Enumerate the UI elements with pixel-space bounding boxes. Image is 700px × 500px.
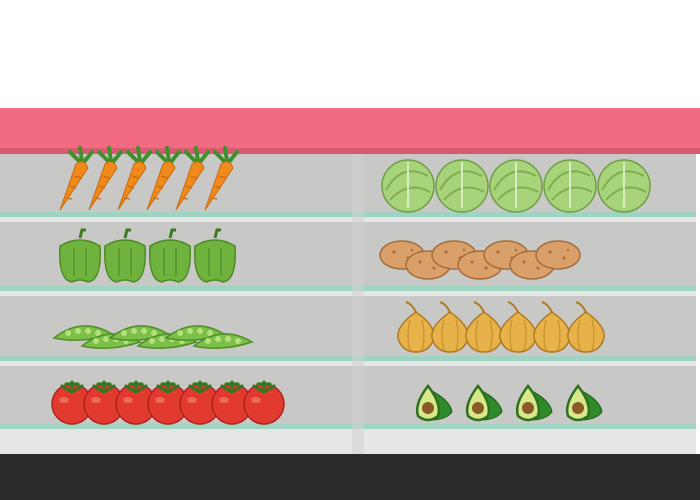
- shelf-lip-2: [0, 291, 700, 296]
- cabbage-icon: [381, 159, 435, 213]
- shelf-edge-2: [0, 286, 700, 291]
- bell-pepper-icon: [104, 228, 146, 283]
- tomato-icon: [51, 380, 93, 425]
- shelf-banner: [0, 108, 700, 152]
- right-edge: [696, 154, 700, 454]
- shelf-edge-4: [0, 424, 700, 429]
- bell-pepper-icon: [149, 228, 191, 283]
- center-divider: [352, 154, 364, 454]
- cabbage-icon: [489, 159, 543, 213]
- onion-icon: [567, 301, 605, 353]
- avocado-icon: [565, 383, 603, 422]
- avocado-icon: [515, 383, 553, 422]
- avocado-icon: [415, 383, 453, 422]
- carrot-icon: [117, 146, 152, 211]
- carrot-icon: [204, 146, 239, 211]
- cabbage-icon: [435, 159, 489, 213]
- cabbage-icon: [543, 159, 597, 213]
- shelf-lip-1: [0, 217, 700, 222]
- shelf-edge-3: [0, 356, 700, 361]
- tomato-icon: [243, 380, 285, 425]
- onion-icon: [499, 301, 537, 353]
- shelf-lip-4: [0, 429, 700, 454]
- tomato-icon: [179, 380, 221, 425]
- carrot-icon: [146, 146, 181, 211]
- floor: [0, 454, 700, 500]
- potato-icon: [535, 240, 581, 270]
- cabbage-icon: [597, 159, 651, 213]
- bell-pepper-icon: [194, 228, 236, 283]
- carrot-icon: [59, 146, 94, 211]
- bell-pepper-icon: [59, 228, 101, 283]
- shelf-lip-3: [0, 361, 700, 366]
- carrot-icon: [88, 146, 123, 211]
- banner-shadow: [0, 148, 700, 154]
- avocado-icon: [465, 383, 503, 422]
- pea-pod-icon: [192, 333, 254, 349]
- carrot-icon: [175, 146, 210, 211]
- shelf-edge-1: [0, 212, 700, 217]
